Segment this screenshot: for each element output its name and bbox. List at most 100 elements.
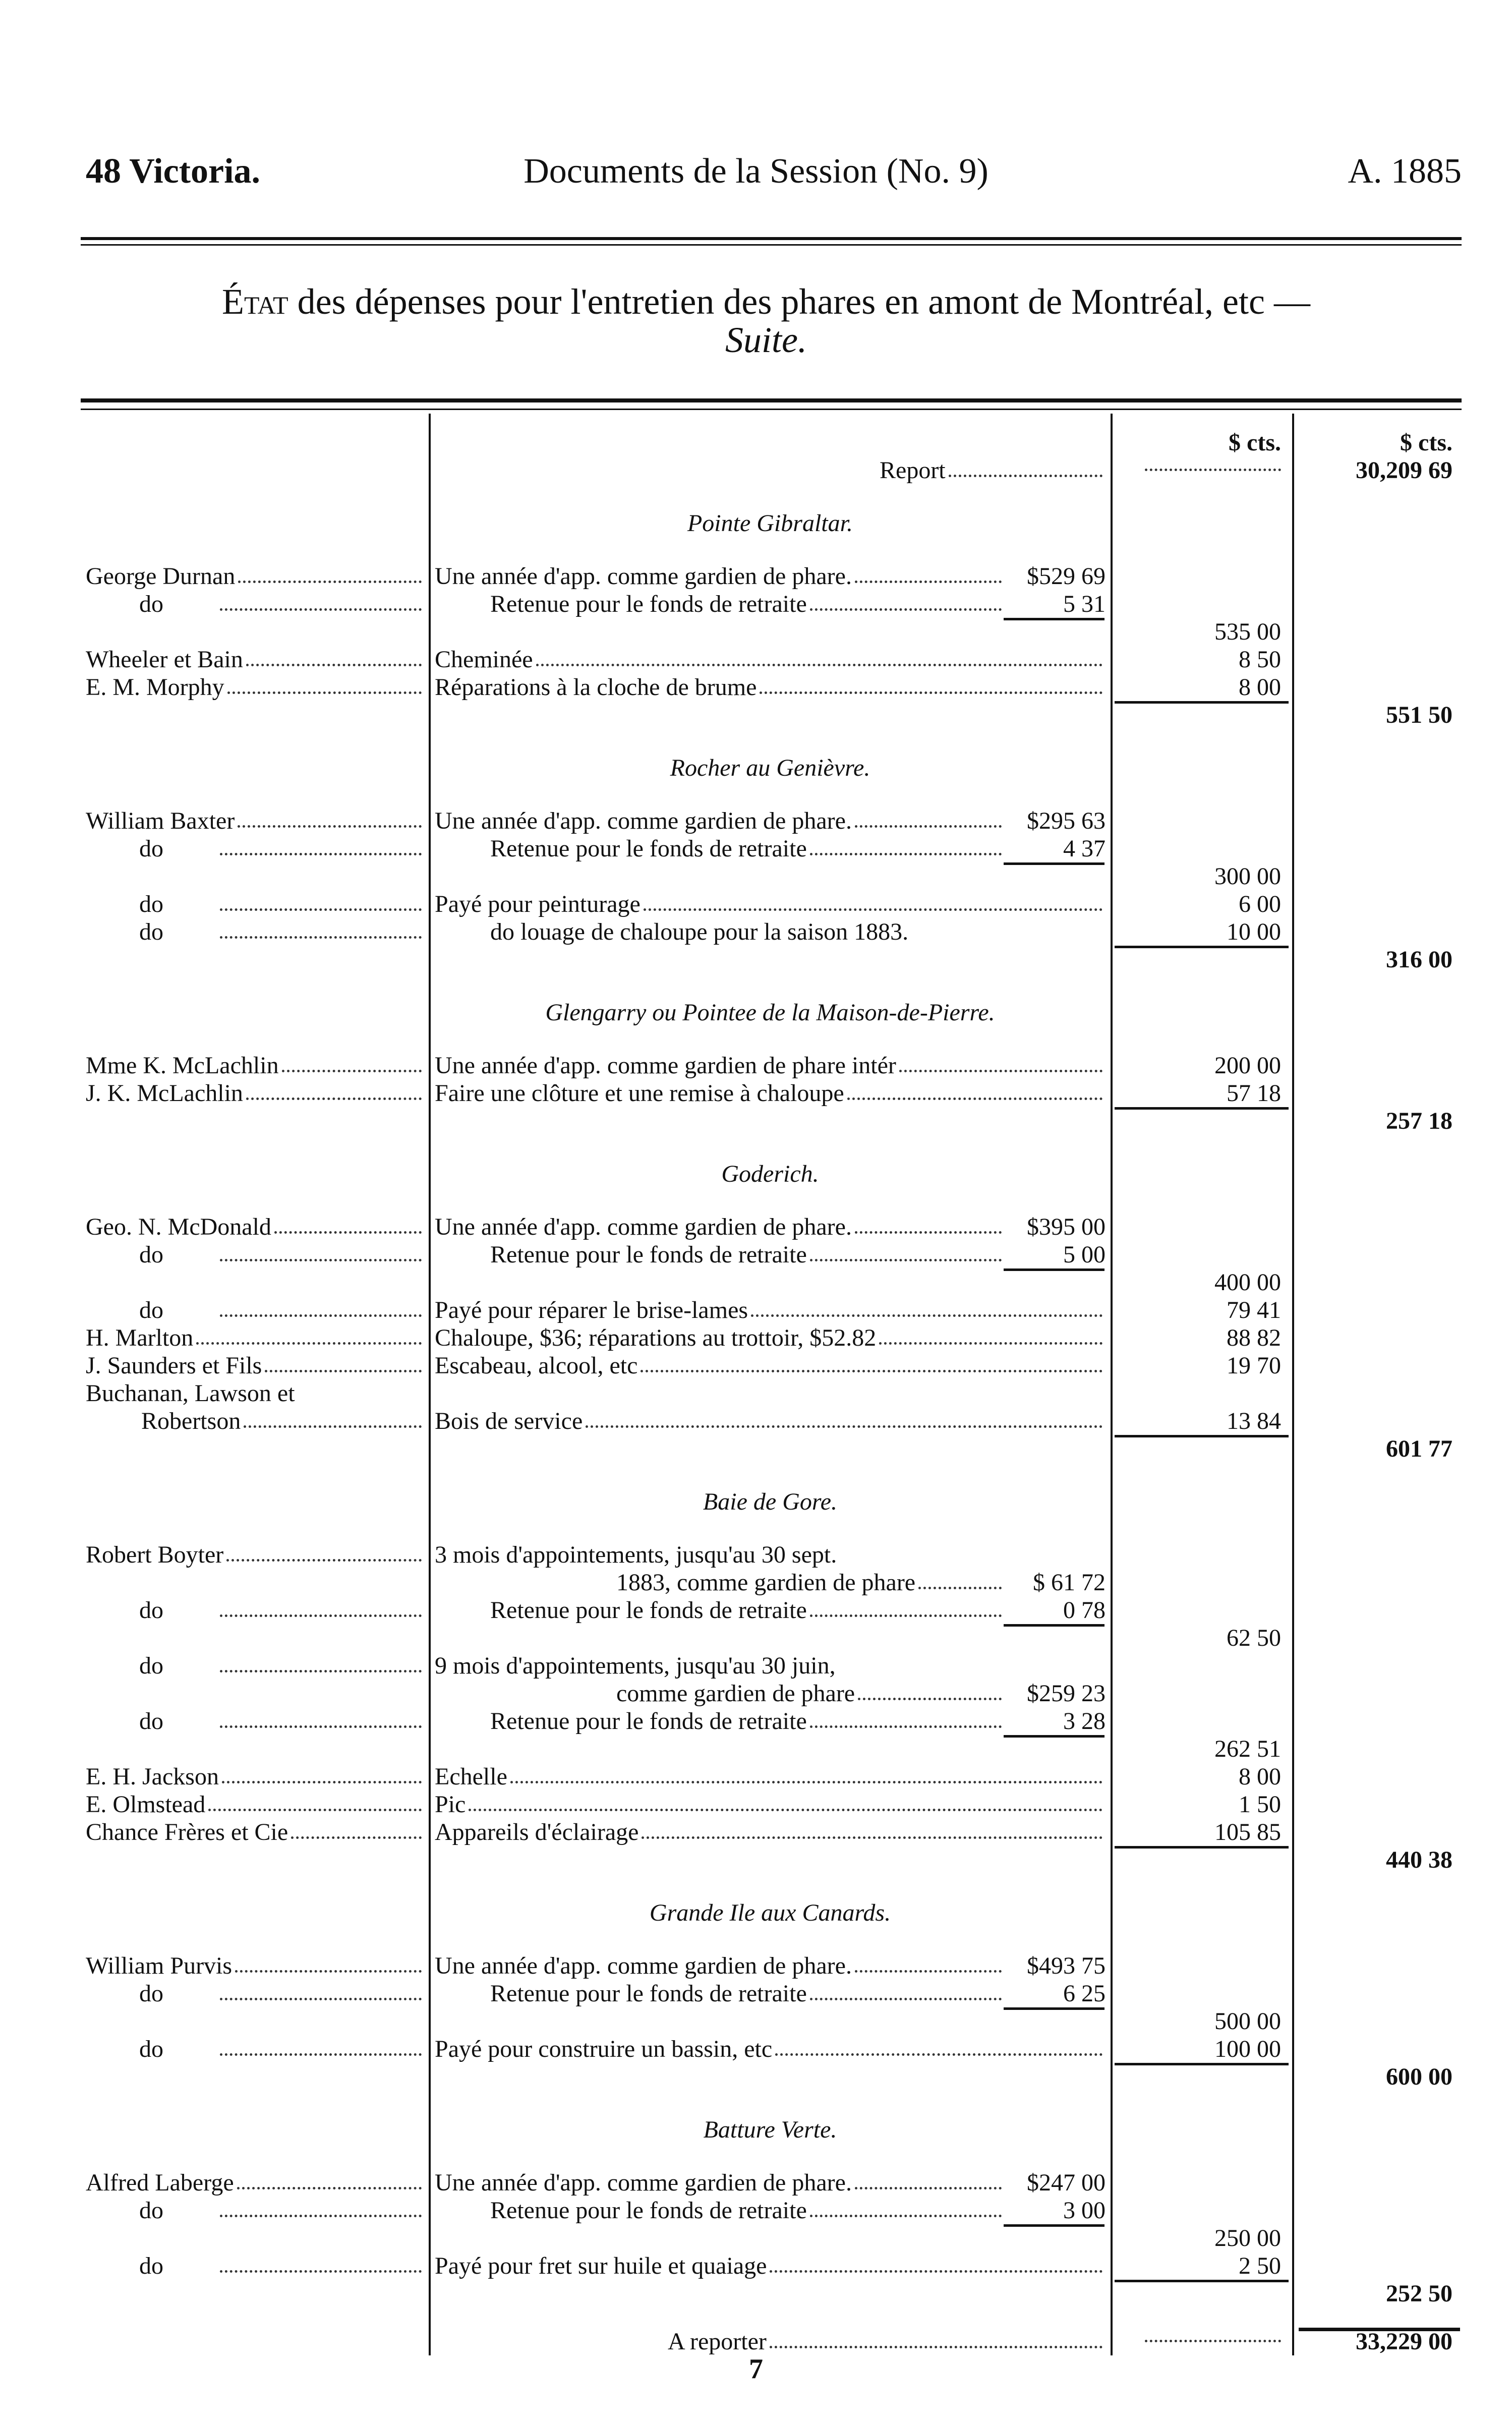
- description: do louage de chaloupe pour la saison 188…: [490, 918, 909, 945]
- header-rule-thin: [81, 244, 1462, 246]
- description: Escabeau, alcool, etc: [435, 1352, 638, 1379]
- column-divider-name: [429, 414, 431, 2355]
- section-total: 440 38: [1386, 1846, 1452, 1873]
- dot-leader: [220, 835, 422, 855]
- description: Chaloupe, $36; réparations au trottoir, …: [435, 1324, 877, 1351]
- description: Retenue pour le fonds de retraite: [490, 591, 807, 617]
- description: 3 mois d'appointements, jusqu'au 30 sept…: [435, 1541, 837, 1568]
- dot-leader: [809, 1707, 1002, 1728]
- payee-name: do: [139, 2036, 163, 2062]
- table-row: do Retenue pour le fonds de retraite 3 28: [0, 1707, 1512, 1735]
- table-row: do Retenue pour le fonds de retraite 5 31: [0, 590, 1512, 618]
- table-row: do Retenue pour le fonds de retraite 3 00: [0, 2197, 1512, 2224]
- payee-name: William Baxter: [86, 807, 235, 834]
- dot-leader: [220, 918, 422, 939]
- description: Bois de service: [435, 1408, 583, 1434]
- payee-cell: Robert Boyter: [86, 1541, 425, 1569]
- dot-leader: [847, 1079, 1102, 1100]
- payee-cell: do: [86, 590, 425, 618]
- table-row: 535 00: [0, 618, 1512, 646]
- table-row: William Baxter Une année d'app. comme gar…: [0, 807, 1512, 835]
- description-cell: Une année d'app. comme gardien de phare.…: [435, 562, 1106, 590]
- description: Appareils d'éclairage: [435, 1819, 639, 1845]
- dot-leader: [854, 1213, 1002, 1234]
- dot-leader: [809, 590, 1002, 611]
- payee-name: E. H. Jackson: [86, 1763, 219, 1790]
- payee-name: do: [139, 1980, 163, 2007]
- description-cell: Une année d'app. comme gardien de phare.…: [435, 2169, 1106, 2197]
- header-rule: [81, 237, 1462, 240]
- section-total: 257 18: [1386, 1108, 1452, 1134]
- page-title: État des dépenses pour l'entretien des p…: [71, 282, 1462, 359]
- dot-leader: [220, 1241, 422, 1261]
- amount: 262 51: [1214, 1736, 1281, 1762]
- description-cell: 1883, comme gardien de phare $ 61 72: [435, 1569, 1106, 1596]
- payee-name: E. M. Morphy: [86, 674, 224, 701]
- section-heading: Grande Ile aux Canards.: [0, 1899, 1512, 1927]
- page-number-row: 7: [0, 2355, 1512, 2383]
- section-heading: Rocher au Genièvre.: [0, 754, 1512, 782]
- section-name: Pointe Gibraltar.: [687, 510, 853, 537]
- section-heading: Batture Verte.: [0, 2116, 1512, 2144]
- report-row: Report 30,209 69: [0, 456, 1512, 484]
- dot-leader: [469, 1791, 1102, 1811]
- table-row: Wheeler et Bain Cheminée 8 50: [0, 646, 1512, 673]
- total-rule: [1115, 701, 1289, 731]
- table-row: J. Saunders et Fils Escabeau, alcool, etc…: [0, 1352, 1512, 1379]
- section-name: Goderich.: [721, 1161, 819, 1187]
- description-cell: Retenue pour le fonds de retraite 3 00: [435, 2197, 1106, 2224]
- table-row: 262 51: [0, 1735, 1512, 1763]
- dot-leader: [208, 1791, 422, 1811]
- amount: 105 85: [1214, 1819, 1281, 1845]
- payee-name: William Purvis: [86, 1952, 232, 1979]
- table-row: Chance Frères et Cie Appareils d'éclairag…: [0, 1818, 1512, 1846]
- subtotal-rule: [1004, 618, 1104, 648]
- section-total: 551 50: [1386, 702, 1452, 728]
- total-rule: [1299, 2328, 1460, 2359]
- payee-cell: Buchanan, Lawson et: [86, 1379, 425, 1407]
- dot-leader: [586, 1407, 1102, 1428]
- itemized-amount: $259 23: [1027, 1680, 1106, 1707]
- payee-cell: do: [86, 1980, 425, 2007]
- payee-cell: J. K. McLachlin: [86, 1079, 425, 1107]
- dot-leader: [510, 1763, 1102, 1783]
- description: 1883, comme gardien de phare: [616, 1569, 916, 1596]
- amount: 88 82: [1227, 1324, 1281, 1351]
- table-row: 257 18: [0, 1107, 1512, 1135]
- payee-cell: do: [86, 2197, 425, 2224]
- description-cell: Appareils d'éclairage: [435, 1818, 1106, 1846]
- subtotal-rule: [1004, 2224, 1104, 2255]
- description: Payé pour construire un bassin, etc: [435, 2036, 773, 2062]
- section-name: Grande Ile aux Canards.: [649, 1899, 891, 1926]
- amount: 79 41: [1227, 1297, 1281, 1323]
- table-row: 250 00: [0, 2224, 1512, 2252]
- description-cell: Retenue pour le fonds de retraite 6 25: [435, 1980, 1106, 2007]
- table-row: do Retenue pour le fonds de retraite 0 78: [0, 1596, 1512, 1624]
- total-rule: [1115, 1846, 1289, 1876]
- description: Une année d'app. comme gardien de phare.: [435, 1952, 852, 1979]
- payee-name: do: [139, 1241, 163, 1268]
- itemized-amount: 3 28: [1063, 1708, 1106, 1735]
- description: Une année d'app. comme gardien de phare.: [435, 807, 852, 834]
- payee-cell: do: [86, 1652, 425, 1680]
- column-header-total: $ cts.: [1400, 429, 1452, 456]
- description: Une année d'app. comme gardien de phare.: [435, 563, 852, 590]
- payee-cell: Robertson: [86, 1407, 425, 1435]
- title-caps: État: [222, 281, 288, 322]
- itemized-amount: 5 00: [1063, 1241, 1106, 1268]
- description-cell: Une année d'app. comme gardien de phare …: [435, 1052, 1106, 1079]
- description: Réparations à la cloche de brume: [435, 674, 757, 701]
- carry-label: A reporter: [668, 2328, 767, 2355]
- dot-leader: [854, 1952, 1002, 1973]
- description-cell: Pic: [435, 1791, 1106, 1818]
- expense-table: $ cts. $ cts. Report 30,209 69 Pointe Gi…: [0, 429, 1512, 2383]
- itemized-amount: $395 00: [1027, 1214, 1106, 1240]
- description: Retenue pour le fonds de retraite: [490, 835, 807, 862]
- itemized-amount: 4 37: [1063, 835, 1106, 862]
- table-row: 300 00: [0, 862, 1512, 890]
- column-header-amount: $ cts.: [1229, 429, 1281, 456]
- amount: 62 50: [1227, 1625, 1281, 1651]
- payee-cell: J. Saunders et Fils: [86, 1352, 425, 1379]
- table-row: do Retenue pour le fonds de retraite 6 25: [0, 1980, 1512, 2007]
- dot-leader: [854, 2169, 1002, 2189]
